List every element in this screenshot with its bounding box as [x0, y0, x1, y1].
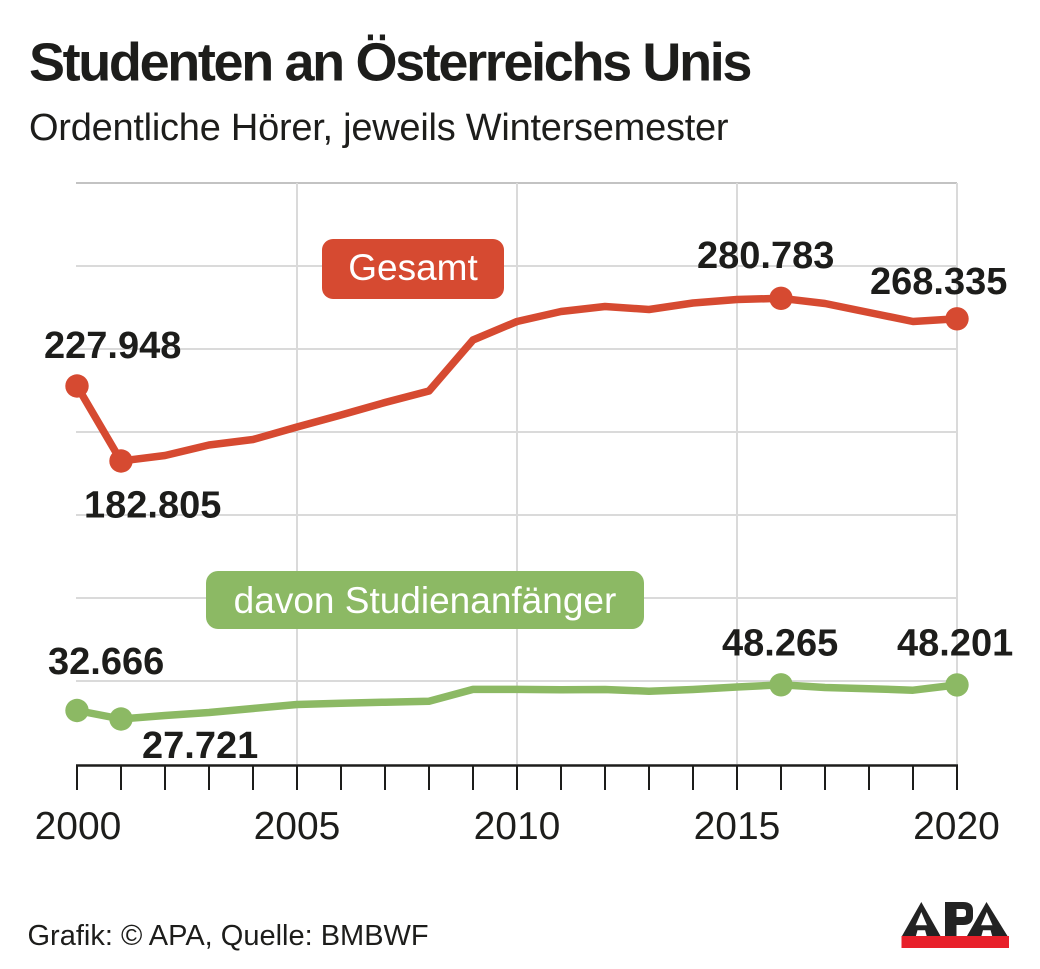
svg-text:Studenten an Österreichs Unis: Studenten an Österreichs Unis [29, 33, 750, 93]
svg-text:48.265: 48.265 [722, 623, 838, 665]
svg-text:227.948: 227.948 [44, 325, 181, 367]
svg-text:Grafik: © APA, Quelle: BMBWF: Grafik: © APA, Quelle: BMBWF [28, 920, 429, 952]
svg-text:davon Studienanfänger: davon Studienanfänger [234, 580, 617, 621]
svg-text:2010: 2010 [474, 805, 561, 848]
svg-text:182.805: 182.805 [84, 485, 221, 527]
svg-text:Ordentliche Hörer, jeweils Win: Ordentliche Hörer, jeweils Wintersemeste… [29, 107, 729, 149]
svg-text:Gesamt: Gesamt [348, 247, 478, 288]
svg-text:27.721: 27.721 [142, 725, 258, 767]
svg-text:32.666: 32.666 [48, 641, 164, 683]
svg-text:2005: 2005 [254, 805, 341, 848]
svg-text:2015: 2015 [694, 805, 781, 848]
svg-text:2000: 2000 [35, 805, 122, 848]
svg-text:2020: 2020 [913, 805, 1000, 848]
svg-text:48.201: 48.201 [897, 623, 1013, 665]
svg-text:268.335: 268.335 [870, 261, 1007, 303]
svg-text:280.783: 280.783 [697, 235, 834, 277]
